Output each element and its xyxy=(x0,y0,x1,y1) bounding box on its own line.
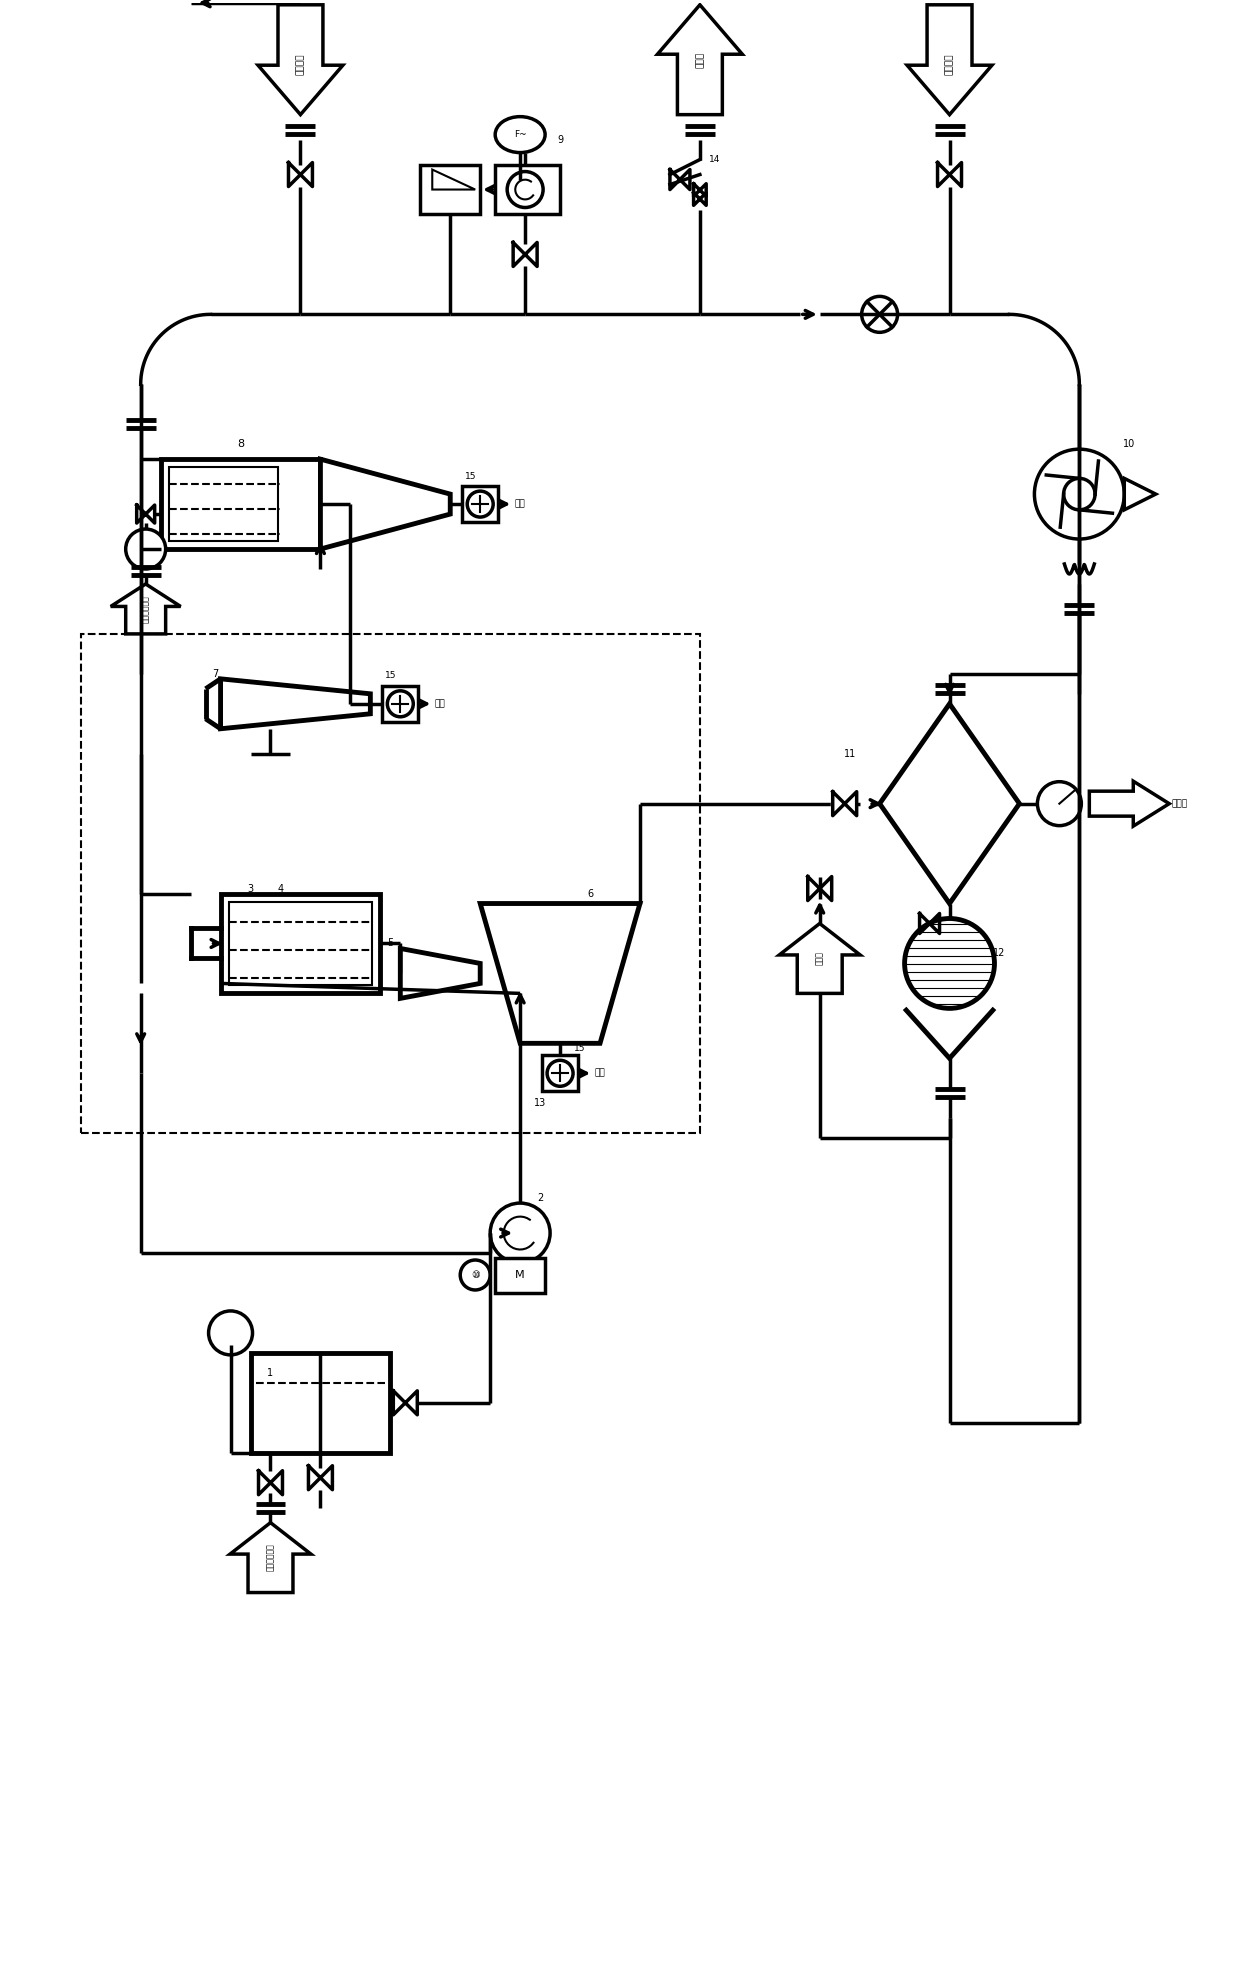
Polygon shape xyxy=(221,678,371,730)
Circle shape xyxy=(1038,781,1081,826)
Circle shape xyxy=(467,491,494,517)
Bar xyxy=(382,686,418,722)
Polygon shape xyxy=(908,4,992,114)
Polygon shape xyxy=(231,1522,311,1593)
Text: 11: 11 xyxy=(843,749,856,759)
Circle shape xyxy=(1064,479,1095,511)
Bar xyxy=(81,633,699,1134)
Polygon shape xyxy=(879,704,1019,903)
Text: 9: 9 xyxy=(557,134,563,144)
Polygon shape xyxy=(110,584,181,633)
Text: 14: 14 xyxy=(709,156,720,164)
Text: 7: 7 xyxy=(212,669,218,678)
Text: M: M xyxy=(516,1270,525,1280)
Polygon shape xyxy=(401,949,480,998)
Polygon shape xyxy=(1089,781,1169,826)
Text: 5: 5 xyxy=(387,939,393,949)
Text: 粉硫: 粉硫 xyxy=(515,499,526,509)
Text: 1: 1 xyxy=(268,1369,274,1378)
Bar xyxy=(463,487,498,523)
Text: 调节阀: 调节阀 xyxy=(696,51,704,67)
Text: 冷冻机: 冷冻机 xyxy=(815,952,825,966)
Polygon shape xyxy=(480,903,640,1043)
Circle shape xyxy=(208,1311,253,1355)
Text: ⑩: ⑩ xyxy=(471,1270,480,1280)
Polygon shape xyxy=(258,4,343,114)
Bar xyxy=(161,459,320,548)
Text: 13: 13 xyxy=(534,1098,547,1108)
Bar xyxy=(542,1055,578,1091)
Circle shape xyxy=(862,296,898,333)
Text: F~: F~ xyxy=(513,130,527,140)
Circle shape xyxy=(387,690,413,716)
Text: 粉硫: 粉硫 xyxy=(595,1069,605,1079)
Polygon shape xyxy=(320,459,450,548)
Ellipse shape xyxy=(495,116,546,152)
Text: 2: 2 xyxy=(537,1193,543,1203)
Text: 3: 3 xyxy=(248,883,254,893)
Polygon shape xyxy=(1125,479,1156,511)
Polygon shape xyxy=(779,923,861,994)
Circle shape xyxy=(125,528,166,570)
Bar xyxy=(250,1353,391,1453)
Text: 15: 15 xyxy=(465,471,476,481)
Circle shape xyxy=(490,1203,551,1262)
Bar xyxy=(169,467,279,540)
Text: 15: 15 xyxy=(574,1043,585,1053)
Text: 6: 6 xyxy=(587,889,593,899)
Text: 10: 10 xyxy=(1123,440,1136,450)
Circle shape xyxy=(507,172,543,207)
Text: 调速气体: 调速气体 xyxy=(296,53,305,75)
Text: 12: 12 xyxy=(993,949,1006,958)
Polygon shape xyxy=(433,170,475,189)
Polygon shape xyxy=(657,4,743,114)
Circle shape xyxy=(460,1260,490,1290)
Circle shape xyxy=(547,1061,573,1087)
Bar xyxy=(495,1258,546,1294)
Text: 成品硫: 成品硫 xyxy=(1171,799,1187,809)
Text: 压缩惰性气体: 压缩惰性气体 xyxy=(267,1544,275,1572)
Circle shape xyxy=(1034,450,1125,538)
Bar xyxy=(495,164,560,215)
Bar xyxy=(420,164,480,215)
Text: 粉硫: 粉硫 xyxy=(435,700,445,708)
Bar xyxy=(221,893,381,994)
Text: 压缩惰性气体: 压缩惰性气体 xyxy=(141,596,150,623)
Text: 15: 15 xyxy=(384,670,396,680)
Text: 8: 8 xyxy=(237,440,244,450)
Text: 氮水蒸气: 氮水蒸气 xyxy=(945,53,954,75)
Text: 4: 4 xyxy=(278,883,284,893)
Circle shape xyxy=(905,919,994,1008)
Bar xyxy=(228,901,372,986)
